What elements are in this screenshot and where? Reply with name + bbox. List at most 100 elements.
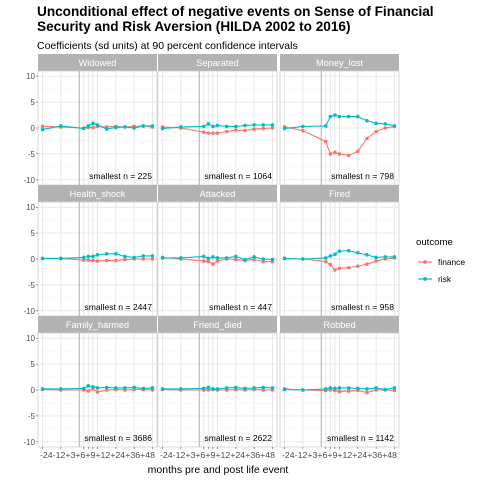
data-point-risk [40, 387, 45, 391]
facet-strip [280, 316, 399, 333]
data-point-risk [104, 252, 109, 256]
data-point-finance [337, 389, 342, 394]
data-point-risk [392, 255, 397, 259]
data-point-risk [132, 385, 136, 390]
x-tick-label: +3 [65, 451, 76, 460]
data-point-finance [365, 390, 369, 395]
data-point-risk [282, 256, 287, 261]
data-point-finance [365, 262, 369, 266]
data-point-finance [337, 152, 342, 156]
data-point-finance [211, 131, 215, 135]
data-point-risk [150, 254, 155, 258]
facet-strip-label: Money_lost [316, 58, 363, 68]
data-point-finance [104, 388, 109, 392]
y-tick-label: -10 [23, 307, 35, 316]
x-tick-label: +9 [205, 451, 216, 460]
legend: outcome finance risk [416, 237, 465, 284]
data-point-risk [91, 254, 95, 259]
data-point-risk [282, 126, 287, 131]
data-point-risk [95, 123, 100, 127]
x-tick-label: +48 [140, 451, 155, 460]
data-point-risk [215, 256, 220, 260]
data-point-risk [114, 386, 118, 390]
facet-strip [158, 316, 277, 333]
x-tick-label: +36 [367, 451, 382, 460]
data-point-risk [179, 387, 183, 391]
data-point-risk [86, 124, 91, 128]
facet-panel: Widowed smallest n = 225 10 5 0 -5 -10 [23, 54, 158, 186]
data-point-risk [252, 255, 256, 259]
data-point-risk [261, 385, 266, 390]
y-tick-label: 5 [31, 98, 36, 107]
data-point-risk [365, 387, 369, 391]
data-point-finance [86, 389, 91, 393]
data-point-risk [59, 387, 63, 391]
facet-panel: Robbed smallest n = 1142 -24-12+3+6+9+12+2… [279, 316, 400, 460]
facet-strip [158, 185, 277, 202]
legend-label-risk: risk [438, 274, 452, 284]
data-point-risk [201, 124, 206, 129]
y-tick-label: 0 [31, 255, 36, 264]
data-point-risk [215, 387, 220, 391]
data-point-risk [234, 254, 238, 259]
data-point-risk [270, 386, 275, 390]
data-point-risk [328, 114, 333, 119]
facet-strip [280, 54, 399, 71]
data-point-finance [206, 388, 211, 392]
x-tick-label: +24 [230, 451, 245, 460]
data-point-risk [234, 124, 238, 129]
data-point-finance [261, 388, 266, 392]
data-point-risk [243, 123, 247, 128]
data-point-risk [282, 387, 287, 392]
x-tick-label: +36 [245, 451, 260, 460]
data-point-risk [346, 386, 351, 390]
data-point-finance [150, 257, 155, 261]
x-tick-label: +9 [85, 451, 96, 460]
data-point-risk [270, 123, 275, 127]
y-tick-label: -5 [28, 150, 36, 159]
data-point-risk [243, 386, 247, 391]
data-point-risk [356, 386, 360, 391]
data-point-risk [323, 124, 328, 128]
data-point-risk [104, 127, 109, 131]
data-point-finance [333, 268, 337, 272]
y-tick-label: 10 [26, 203, 35, 212]
data-point-finance [333, 150, 337, 155]
data-point-risk [215, 123, 220, 128]
data-point-risk [392, 386, 397, 390]
data-point-finance [86, 258, 91, 262]
data-point-finance [301, 128, 305, 133]
y-tick-label: 0 [31, 124, 36, 133]
data-point-finance [215, 259, 220, 263]
data-point-risk [132, 255, 136, 260]
facet-panel: Money_lost smallest n = 798 [279, 54, 400, 186]
data-point-risk [211, 387, 215, 391]
facet-panel: Attacked smallest n = 447 [157, 185, 278, 317]
y-tick-label: 10 [26, 72, 35, 81]
data-point-finance [356, 149, 360, 154]
x-axis-label: months pre and post life event [148, 464, 289, 476]
sample-size-label: smallest n = 2622 [204, 433, 272, 443]
data-point-risk [323, 387, 328, 391]
data-point-risk [150, 386, 155, 390]
data-point-finance [40, 124, 45, 129]
data-point-risk [374, 255, 378, 260]
data-point-finance [346, 266, 351, 270]
data-point-finance [234, 257, 238, 262]
data-point-risk [392, 124, 397, 128]
x-tick-label: +3 [185, 451, 196, 460]
x-tick-labels: -24-12+3+6+9+12+24+36+48 [160, 451, 276, 460]
data-point-risk [337, 114, 342, 119]
x-tick-label: -12 [295, 451, 308, 460]
data-point-finance [261, 259, 266, 264]
data-point-finance [95, 390, 100, 394]
data-point-risk [346, 248, 351, 253]
x-tick-label: -24 [282, 451, 295, 460]
data-point-risk [333, 386, 337, 391]
data-point-risk [374, 121, 378, 126]
x-tick-label: +48 [260, 451, 275, 460]
data-point-risk [160, 256, 165, 260]
data-point-risk [81, 126, 86, 131]
data-point-finance [206, 131, 211, 135]
